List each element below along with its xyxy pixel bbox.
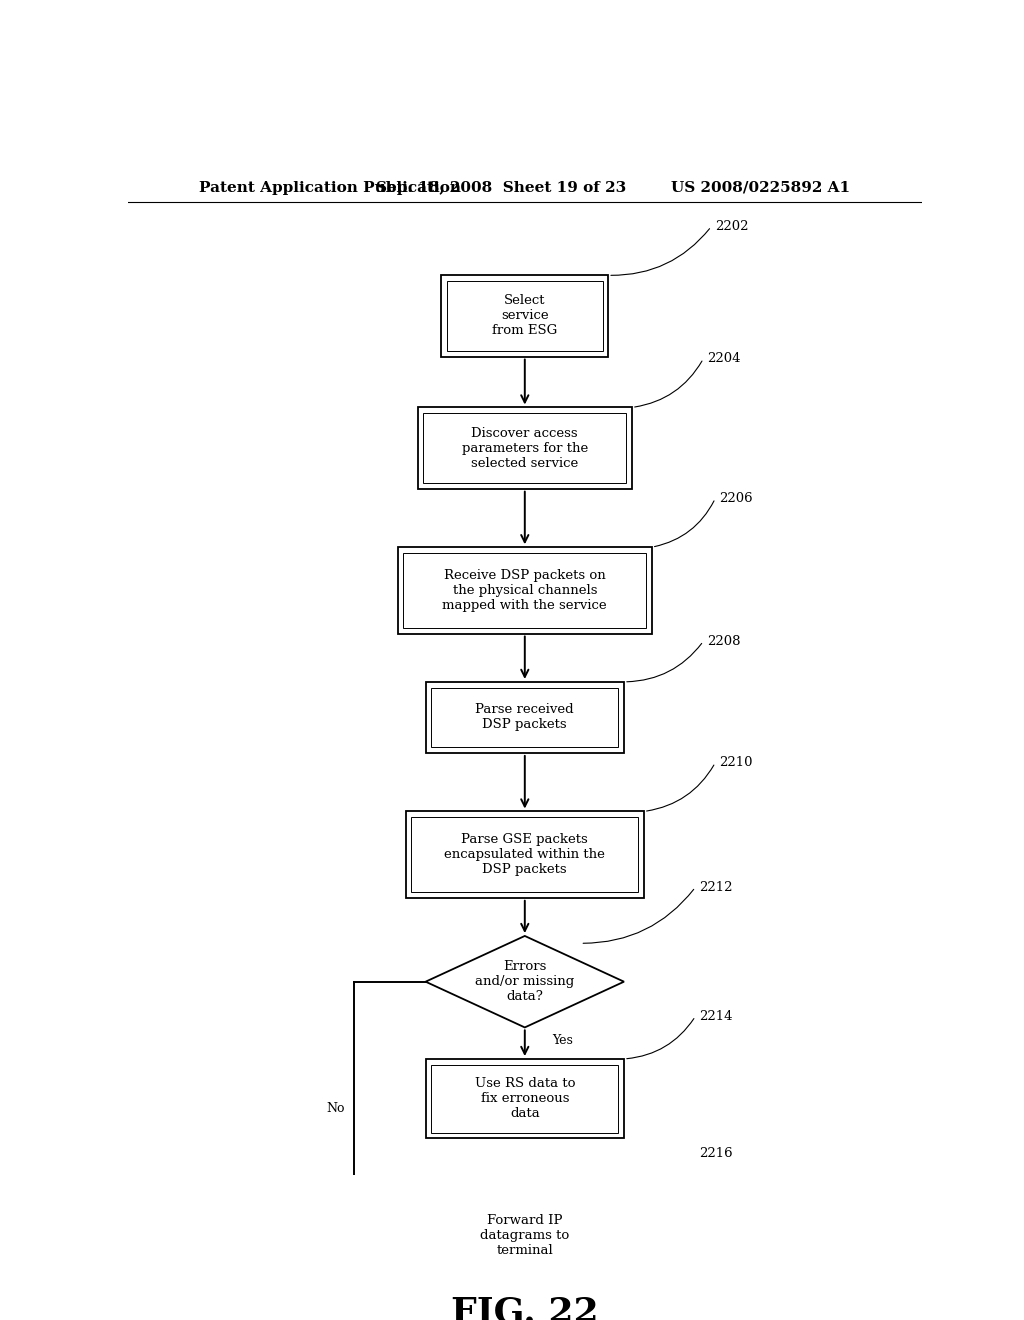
Text: Forward IP
datagrams to
terminal: Forward IP datagrams to terminal — [480, 1214, 569, 1257]
Text: Discover access
parameters for the
selected service: Discover access parameters for the selec… — [462, 426, 588, 470]
FancyBboxPatch shape — [431, 688, 618, 747]
Text: 2206: 2206 — [719, 492, 753, 504]
Text: Receive DSP packets on
the physical channels
mapped with the service: Receive DSP packets on the physical chan… — [442, 569, 607, 612]
Text: No: No — [327, 1102, 345, 1115]
Text: Errors
and/or missing
data?: Errors and/or missing data? — [475, 960, 574, 1003]
Text: Use RS data to
fix erroneous
data: Use RS data to fix erroneous data — [474, 1077, 575, 1121]
FancyBboxPatch shape — [423, 413, 627, 483]
Text: 2216: 2216 — [699, 1147, 733, 1160]
Text: 2204: 2204 — [708, 352, 740, 366]
Text: Patent Application Publication: Patent Application Publication — [200, 181, 462, 195]
FancyBboxPatch shape — [426, 682, 624, 752]
Text: Parse received
DSP packets: Parse received DSP packets — [475, 704, 574, 731]
FancyBboxPatch shape — [431, 1065, 618, 1133]
Text: FIG. 22: FIG. 22 — [451, 1295, 599, 1320]
Text: Select
service
from ESG: Select service from ESG — [493, 294, 557, 338]
Text: Parse GSE packets
encapsulated within the
DSP packets: Parse GSE packets encapsulated within th… — [444, 833, 605, 876]
FancyBboxPatch shape — [418, 408, 632, 488]
FancyBboxPatch shape — [426, 1196, 624, 1275]
Text: Yes: Yes — [553, 1035, 573, 1047]
FancyBboxPatch shape — [397, 548, 651, 634]
Text: 2214: 2214 — [699, 1010, 733, 1023]
Text: 2212: 2212 — [699, 880, 733, 894]
FancyBboxPatch shape — [406, 812, 644, 898]
FancyBboxPatch shape — [441, 276, 608, 356]
Polygon shape — [426, 936, 624, 1027]
Text: 2208: 2208 — [708, 635, 740, 648]
Text: US 2008/0225892 A1: US 2008/0225892 A1 — [671, 181, 850, 195]
FancyBboxPatch shape — [412, 817, 638, 892]
Text: 2202: 2202 — [715, 220, 749, 234]
FancyBboxPatch shape — [403, 553, 646, 628]
Text: 2210: 2210 — [719, 756, 753, 770]
FancyBboxPatch shape — [426, 1059, 624, 1138]
Text: Sep. 18, 2008  Sheet 19 of 23: Sep. 18, 2008 Sheet 19 of 23 — [376, 181, 626, 195]
FancyBboxPatch shape — [431, 1201, 618, 1270]
FancyBboxPatch shape — [447, 281, 602, 351]
